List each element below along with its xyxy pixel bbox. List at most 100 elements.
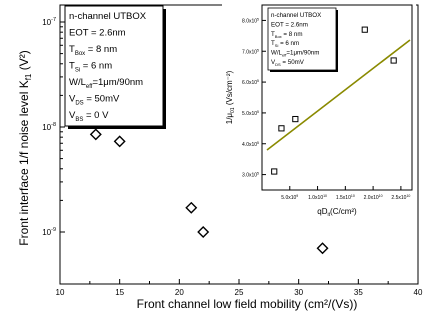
inset-legend-line: TBox = 8 nm	[271, 31, 303, 39]
main-data-point	[89, 128, 102, 141]
inset-legend-line: EOT = 2.6nm	[271, 21, 308, 28]
inset-y-axis-label: 1/μ01 (Vs/cm⁻²)	[225, 70, 236, 124]
inset-legend-sub: eff	[282, 53, 287, 58]
inset-x-axis-label-unit: (C/cm²)	[330, 207, 357, 216]
main-legend-text: T	[69, 61, 75, 72]
main-data-point	[197, 226, 210, 238]
main-x-axis-label: Front channel low field mobility (cm²/(V…	[137, 297, 358, 311]
main-y-tick-exp: -9	[51, 227, 56, 233]
inset-y-tick-base: 5.0x10	[242, 111, 257, 117]
main-legend-line: VBS = 0 V	[69, 110, 109, 123]
inset-legend-sub: DS	[275, 62, 281, 67]
inset-legend-sub: Box	[275, 34, 282, 39]
inset-x-tick-label: 5.0x109	[281, 194, 298, 201]
inset-y-tick-exp: 5	[257, 79, 259, 83]
main-legend-tail: =1μm/90nm	[92, 77, 143, 88]
main-legend-tail: = 50mV	[84, 94, 120, 105]
main-legend-line: n-channel UTBOX	[69, 11, 147, 22]
inset-y-tick-base: 6.0x10	[242, 80, 257, 86]
inset-x-tick-label: 1.0x1010	[308, 194, 327, 201]
inset-legend-tail: = 8 nm	[282, 31, 303, 38]
inset-x-tick-base: 5.0x10	[281, 195, 296, 201]
inset-y-tick-base: 8.0x10	[242, 18, 257, 24]
inset-data-point	[361, 26, 368, 33]
main-legend-sub: BS	[75, 117, 83, 123]
main-legend-tail: = 0 V	[83, 110, 109, 121]
inset-legend-box	[267, 7, 337, 71]
inset-data-point	[390, 57, 397, 64]
main-legend-tail: = 6 nm	[80, 61, 112, 72]
inset-legend-text: W/L	[271, 50, 283, 57]
main-x-tick-label: 10	[56, 288, 65, 297]
inset-legend-text: V	[271, 59, 276, 66]
inset-x-tick-exp: 9	[296, 194, 298, 198]
main-y-tick-base: 10	[42, 18, 51, 27]
main-legend-line: TBox = 8 nm	[69, 44, 117, 57]
main-x-tick-label: 25	[235, 288, 244, 297]
inset-fit-line	[266, 39, 411, 151]
main-legend-tail: = 8 nm	[85, 44, 117, 55]
main-legend-text: EOT = 2.6nm	[69, 28, 126, 39]
inset-legend-tail: =1μm/90nm	[286, 50, 319, 57]
inset-y-tick-label: 4.0x105	[242, 141, 259, 148]
inset-y-tick-label: 7.0x105	[242, 48, 259, 55]
inset-y-tick-label: 8.0x105	[242, 17, 259, 24]
inset-x-tick-exp: 10	[351, 194, 355, 198]
inset-legend-tail: = 6 nm	[278, 40, 299, 47]
inset-y-tick-label: 3.0x105	[242, 172, 259, 179]
main-y-axis-label: Front interface 1/f noise level Kf1 (V²)	[17, 50, 33, 245]
inset-x-tick-base: 2.5x10	[391, 195, 406, 201]
main-legend-text: n-channel UTBOX	[69, 11, 147, 22]
inset-x-axis-label-text: qD	[317, 207, 327, 216]
inset-y-tick-exp: 5	[257, 110, 259, 114]
inset-legend-text: T	[271, 40, 275, 47]
main-legend-text: V	[69, 110, 76, 121]
main-legend-sub: DS	[75, 101, 83, 107]
main-y-axis-label-sub: f1	[24, 73, 33, 80]
main-y-tick-exp: -7	[51, 17, 56, 23]
inset-legend-text: EOT = 2.6nm	[271, 21, 308, 28]
inset-y-tick-exp: 5	[257, 141, 259, 145]
main-x-tick-label: 35	[354, 288, 363, 297]
inset-x-tick-exp: 10	[379, 194, 383, 198]
inset-y-tick-label: 5.0x105	[242, 110, 259, 117]
main-legend-line: VDS = 50mV	[69, 94, 120, 107]
main-legend-text: W/L	[69, 77, 86, 88]
main-y-tick-label: 10-8	[42, 122, 56, 132]
inset-data-point	[271, 168, 278, 175]
main-x-tick-label: 15	[115, 288, 124, 297]
inset-data-point	[278, 125, 285, 132]
inset-legend-text: n-channel UTBOX	[271, 12, 321, 19]
inset-y-tick-base: 4.0x10	[242, 142, 257, 148]
inset-y-axis-label-unit: (Vs/cm⁻²)	[225, 70, 234, 107]
inset-x-tick-base: 2.0x10	[364, 195, 379, 201]
inset-legend-line: VDS = 50mV	[271, 59, 305, 67]
inset-data-point	[292, 115, 299, 123]
main-legend-text: T	[69, 44, 75, 55]
main-y-tick-label: 10-9	[42, 227, 56, 237]
main-legend-sub: eff	[86, 84, 93, 90]
main-legend-text: V	[69, 94, 76, 105]
inset-legend-sub: Si	[275, 43, 279, 48]
inset-x-tick-label: 1.5x1010	[336, 194, 355, 201]
main-data-point	[316, 242, 329, 255]
main-y-axis-label-unit: (V²)	[17, 50, 31, 73]
inset-legend-line: W/Leff=1μm/90nm	[271, 50, 319, 58]
inset-y-tick-base: 3.0x10	[242, 173, 257, 179]
main-legend-line: TSi = 6 nm	[69, 61, 112, 74]
inset-y-axis-label-text: 1/μ	[225, 113, 234, 125]
main-y-tick-base: 10	[42, 228, 51, 237]
main-data-point	[185, 201, 198, 214]
inset-legend-tail: = 50mV	[281, 59, 305, 66]
main-x-tick-label: 40	[414, 288, 423, 297]
inset-y-tick-exp: 5	[257, 172, 259, 176]
inset-plot-frame	[261, 4, 413, 191]
inset-x-axis-label-sub: it	[328, 212, 331, 218]
main-legend-box	[64, 5, 164, 127]
inset-y-axis-label-sub: 01	[230, 107, 236, 113]
inset-y-tick-label: 6.0x105	[242, 79, 259, 86]
inset-legend-line: n-channel UTBOX	[271, 12, 321, 19]
inset-y-tick-exp: 5	[257, 48, 259, 52]
inset-x-tick-base: 1.0x10	[308, 195, 323, 201]
main-legend-sub: Si	[75, 68, 80, 74]
